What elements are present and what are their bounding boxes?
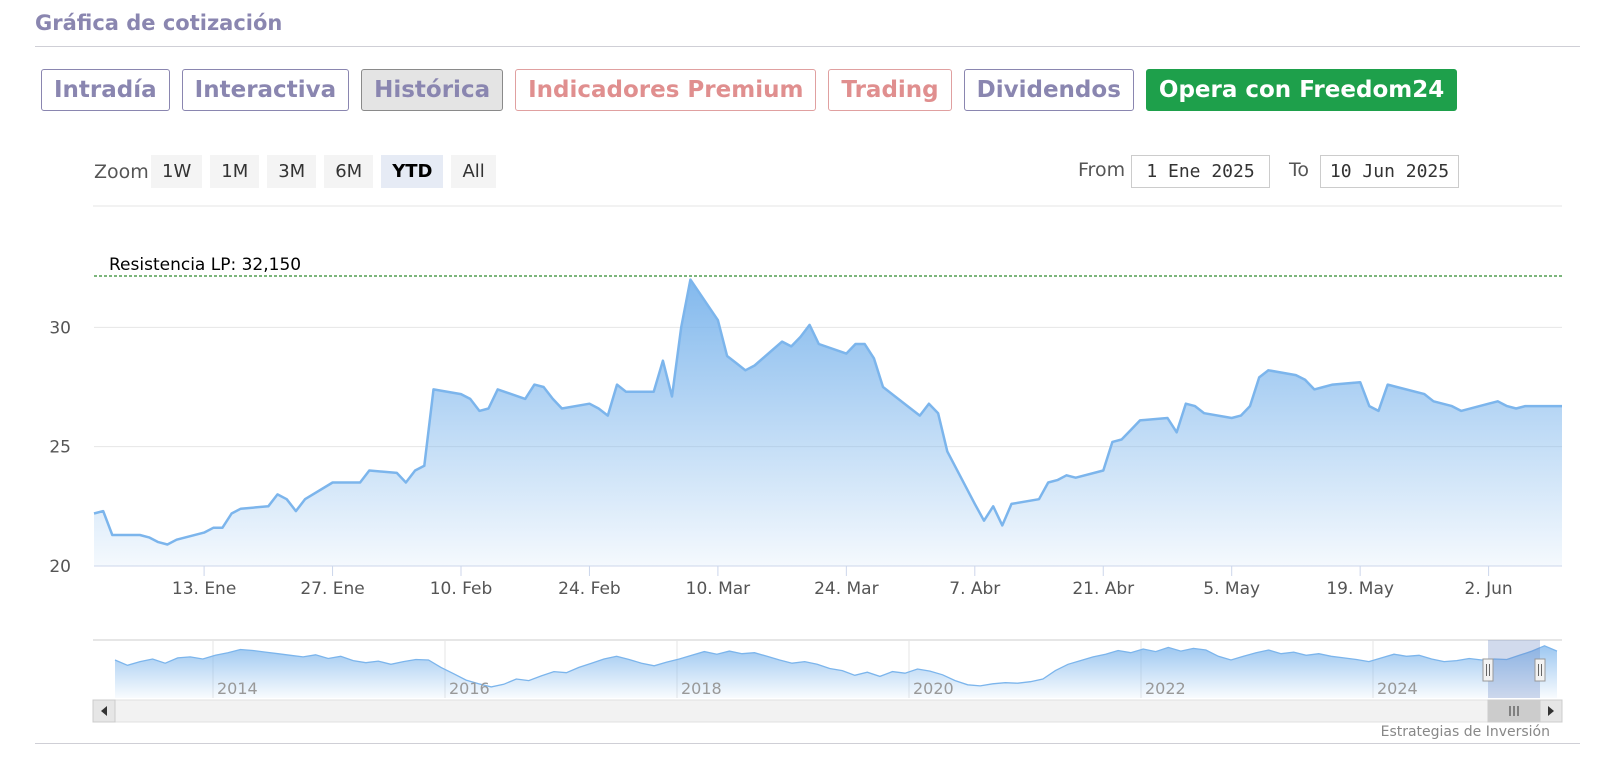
x-tick-label: 24. Mar (814, 579, 879, 599)
x-tick-label: 2. Jun (1465, 579, 1513, 599)
navigator-selection[interactable] (1488, 640, 1540, 698)
zoom-label: Zoom (94, 161, 149, 183)
y-axis: 20 25 30 (49, 318, 71, 577)
navigator[interactable]: 2014 2016 2018 2020 2022 2024 (93, 639, 1562, 698)
watermark-credit: Estrategias de Inversión (1380, 724, 1550, 740)
tab-dividendos[interactable]: Dividendos (963, 69, 1134, 111)
x-tick-label: 19. May (1326, 579, 1394, 599)
resistance-annotation: Resistencia LP: 32,150 (94, 255, 1562, 277)
navigator-right-handle[interactable] (1534, 658, 1546, 682)
from-label: From (1078, 159, 1126, 181)
scrollbar[interactable] (92, 699, 1563, 723)
x-tick-label: 21. Abr (1072, 579, 1134, 599)
tab-interactiva[interactable]: Interactiva (181, 69, 350, 111)
from-date-input[interactable] (1131, 155, 1270, 188)
price-line (93, 278, 1562, 546)
navigator-left-handle[interactable] (1482, 658, 1494, 682)
x-tick-label: 10. Feb (430, 579, 493, 599)
navigator-year-label: 2024 (1377, 679, 1418, 698)
resistance-label: Resistencia LP: 32,150 (109, 255, 301, 275)
x-tick-label: 13. Ene (172, 579, 236, 599)
navigator-area (115, 645, 1557, 698)
zoom-3m-button[interactable]: 3M (267, 155, 317, 188)
price-area-fill (94, 279, 1562, 566)
chart-tabs: Intradía Interactiva Histórica Indicador… (41, 69, 1458, 111)
to-label: To (1289, 159, 1310, 181)
scroll-left-arrow[interactable] (92, 699, 116, 723)
zoom-all-button[interactable]: All (451, 155, 496, 188)
x-tick-label: 5. May (1203, 579, 1260, 599)
y-tick-label: 30 (49, 318, 71, 338)
tab-intradia[interactable]: Intradía (41, 69, 170, 111)
x-tick-label: 27. Ene (300, 579, 364, 599)
to-date-input[interactable] (1320, 155, 1459, 188)
opera-freedom24-button[interactable]: Opera con Freedom24 (1145, 69, 1458, 111)
section-title: Gráfica de cotización (35, 11, 283, 35)
zoom-ytd-button[interactable]: YTD (381, 155, 444, 188)
navigator-line (114, 645, 1558, 688)
navigator-year-label: 2020 (913, 679, 954, 698)
tab-indicadores-premium[interactable]: Indicadores Premium (515, 69, 817, 111)
tab-historica[interactable]: Histórica (361, 69, 504, 111)
navigator-year-label: 2016 (449, 679, 490, 698)
scrollbar-track[interactable] (92, 699, 1563, 723)
x-tick-label: 7. Abr (949, 579, 1000, 599)
scroll-right-arrow[interactable] (1539, 699, 1563, 723)
zoom-6m-button[interactable]: 6M (324, 155, 374, 188)
title-divider (35, 46, 1580, 47)
x-axis: 13. Ene 27. Ene 10. Feb 24. Feb 10. Mar 24. M… (94, 565, 1562, 599)
bottom-divider (35, 743, 1580, 744)
zoom-1m-button[interactable]: 1M (210, 155, 260, 188)
x-tick-label: 24. Feb (558, 579, 621, 599)
y-tick-label: 20 (49, 557, 71, 577)
tab-trading[interactable]: Trading (828, 69, 952, 111)
navigator-year-label: 2022 (1145, 679, 1186, 698)
navigator-year-label: 2014 (217, 679, 258, 698)
plot-area (93, 278, 1562, 566)
zoom-1w-button[interactable]: 1W (151, 155, 203, 188)
x-tick-label: 10. Mar (686, 579, 751, 599)
y-tick-label: 25 (49, 438, 71, 458)
scrollbar-thumb[interactable] (1487, 699, 1541, 723)
zoom-buttons: 1W 1M 3M 6M YTD All (151, 155, 496, 188)
navigator-year-label: 2018 (681, 679, 722, 698)
